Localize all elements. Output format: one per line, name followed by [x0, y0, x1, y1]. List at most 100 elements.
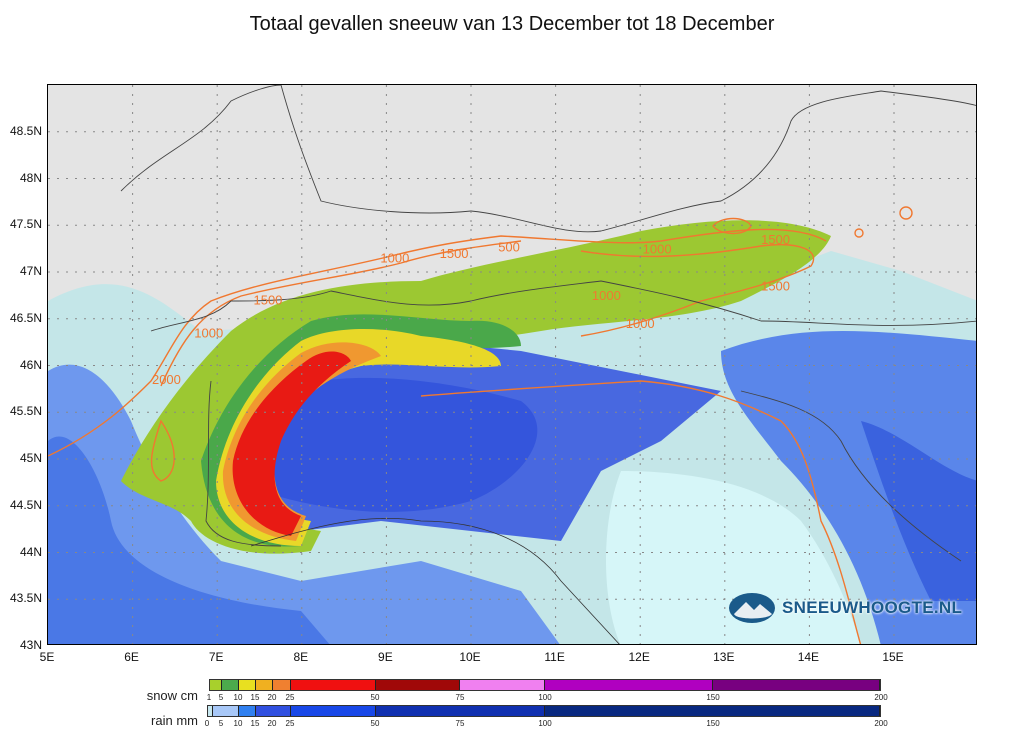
x-tick-label: 12E	[628, 650, 650, 664]
x-tick-label: 10E	[459, 650, 481, 664]
rain-legend-tick: 10	[233, 719, 243, 728]
rain-east	[721, 331, 976, 644]
rain-po-core	[251, 377, 538, 512]
y-tick-label: 46N	[19, 357, 42, 372]
snow-legend-tick: 15	[250, 693, 260, 702]
snow-legend-swatch	[210, 680, 222, 690]
contour-label: 1000	[592, 288, 621, 303]
rain-legend-swatch	[212, 706, 239, 716]
contour-line	[150, 419, 175, 482]
snow-heavy-red	[232, 351, 351, 536]
snow-legend-tick: 1	[206, 693, 212, 702]
snow-legend-tick: 20	[267, 693, 277, 702]
coastline	[250, 517, 620, 644]
contour-label: 1000	[643, 241, 672, 256]
rain-legend-bar	[207, 705, 881, 717]
rain-legend-swatch	[545, 706, 880, 716]
rain-west	[48, 364, 560, 644]
contour-line	[712, 217, 752, 235]
snow-legend-swatch	[238, 680, 256, 690]
y-tick-label: 46.5N	[9, 310, 42, 325]
altitude-contours	[48, 206, 913, 644]
snow-legend-swatch	[375, 680, 461, 690]
y-tick-label: 44.5N	[9, 497, 42, 512]
x-tick-label: 15E	[882, 650, 904, 664]
rain-legend-swatch	[238, 706, 256, 716]
country-borders	[120, 85, 976, 562]
contour-labels: 1500 500 1000 1500 1000 2000 1000 1500 1500 1000 1…	[152, 232, 790, 387]
border-line	[205, 380, 282, 547]
x-tick-label: 11E	[544, 650, 565, 664]
y-tick-label: 45N	[19, 451, 42, 465]
snow-legend-swatch	[255, 680, 273, 690]
rain-legend-swatch	[255, 706, 291, 716]
snow-legend-bar	[209, 679, 881, 691]
border-line	[740, 390, 962, 562]
x-tick-label: 9E	[378, 650, 393, 664]
snow-band-light	[121, 220, 831, 554]
contour-line	[580, 244, 815, 337]
contour-label: 1500	[761, 279, 790, 294]
x-tick-label: 14E	[797, 650, 820, 664]
border-line	[120, 85, 282, 192]
x-tick-label: 13E	[713, 650, 735, 664]
rain-legend-tick: 5	[218, 719, 224, 728]
rain-legend-tick: 15	[250, 719, 260, 728]
snow-legend-tick: 200	[874, 693, 888, 702]
contour-label: 500	[498, 239, 520, 254]
snow-legend-tick: 150	[706, 693, 720, 702]
snow-legend-swatch	[221, 680, 239, 690]
snow-legend-tick: 75	[455, 693, 465, 702]
snow-legend-tick: 100	[538, 693, 552, 702]
rain-legend-label: rain mm	[151, 713, 198, 728]
rain-east-heavy	[861, 421, 976, 601]
adriatic-light	[606, 471, 861, 644]
rain-legend-swatch	[375, 706, 545, 716]
lat-lon-gridlines	[48, 85, 976, 644]
logo-text: SNEEUWHOOGTE.NL	[782, 598, 963, 617]
snow-legend-tick: 10	[233, 693, 243, 702]
snow-legend-tick: 5	[218, 693, 224, 702]
x-tick-label: 7E	[208, 650, 224, 664]
border-line	[150, 280, 976, 332]
rain-legend-tick: 25	[285, 719, 295, 728]
x-tick-label: 8E	[293, 650, 309, 664]
rain-west-heavy	[48, 436, 330, 644]
contour-label: 1000	[626, 316, 655, 331]
snow-legend-swatch	[460, 680, 546, 690]
y-tick-label: 43.5N	[9, 591, 42, 606]
contour-label: 1000	[380, 251, 409, 266]
snow-legend-tick: 50	[370, 693, 380, 702]
contour-label: 1500	[440, 246, 469, 261]
snow-legend-swatch	[290, 680, 376, 690]
contour-line	[420, 380, 862, 644]
contour-line	[899, 206, 913, 220]
map-title: Totaal gevallen sneeuw van 13 December t…	[249, 13, 775, 35]
rain-legend-tick: 150	[706, 719, 720, 728]
snow-legend-tick: 25	[285, 693, 295, 702]
contour-line	[160, 240, 522, 387]
snowfall-map[interactable]: 1500 500 1000 1500 1000 2000 1000 1500 1500 1000 1…	[47, 84, 977, 645]
sneeuwhoogte-logo[interactable]: SNEEUWHOOGTE.NL	[728, 592, 962, 624]
contour-label: 1000	[194, 325, 223, 340]
border-line	[280, 85, 976, 233]
rain-legend-swatch	[208, 706, 213, 716]
rain-legend-tick: 0	[204, 719, 210, 728]
rain-legend-tick: 50	[370, 719, 380, 728]
x-tick-label: 6E	[124, 650, 139, 664]
rain-legend-tick: 100	[538, 719, 552, 728]
y-tick-label: 47N	[19, 264, 42, 278]
y-tick-label: 44N	[19, 544, 42, 559]
rain-legend-tick: 20	[267, 719, 277, 728]
y-tick-label: 47.5N	[9, 217, 42, 232]
snow-legend-label: snow cm	[146, 688, 198, 703]
rain-legend-tick: 75	[455, 719, 465, 728]
y-tick-label: 48.5N	[9, 123, 42, 138]
contour-label: 1500	[253, 293, 282, 308]
y-tick-label: 48N	[19, 170, 42, 185]
contour-line	[854, 228, 864, 238]
rain-legend-tick: 200	[874, 719, 888, 728]
contour-label: 1500	[761, 232, 790, 247]
mountain-logo-icon	[729, 593, 775, 623]
contour-label: 2000	[152, 372, 181, 387]
